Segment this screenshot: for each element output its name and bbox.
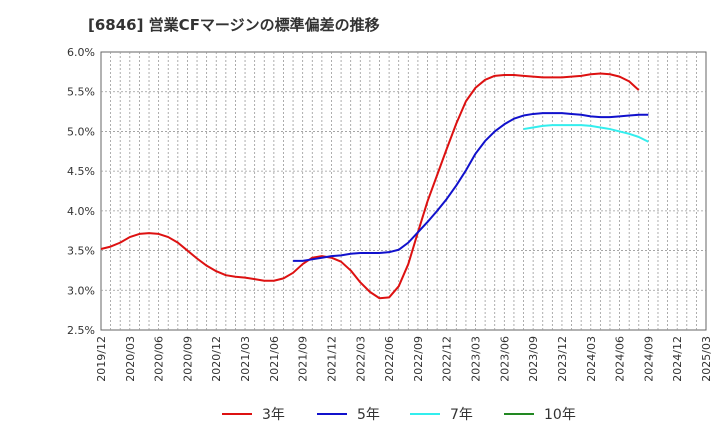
y-tick-label: 5.0% <box>67 125 95 138</box>
x-tick-label: 2022/09 <box>412 336 425 382</box>
x-tick-label: 2020/09 <box>181 336 194 382</box>
x-tick-label: 2023/12 <box>556 336 569 382</box>
x-tick-label: 2020/06 <box>153 336 166 382</box>
x-tick-label: 2020/03 <box>124 336 137 382</box>
x-tick-label: 2024/06 <box>614 336 627 382</box>
legend-label-1: 5年 <box>357 407 380 423</box>
x-tick-label: 2021/06 <box>268 336 281 382</box>
x-tick-label: 2022/06 <box>383 336 396 382</box>
x-tick-label: 2021/09 <box>297 336 310 382</box>
y-axis: 2.5% 3.0% 3.5% 4.0% 4.5% 5.0% 5.5% 6.0% <box>67 46 95 337</box>
y-tick-label: 5.5% <box>67 86 95 99</box>
y-tick-label: 4.0% <box>67 205 95 218</box>
x-tick-label: 2024/09 <box>642 336 655 382</box>
series-line-1 <box>293 112 649 262</box>
legend-label-3: 10年 <box>544 407 576 423</box>
x-tick-label: 2022/12 <box>441 336 454 382</box>
plot-area <box>100 51 707 331</box>
x-axis: 2019/12 2020/03 2020/06 2020/09 2020/12 2021/… <box>95 336 713 382</box>
y-tick-label: 3.0% <box>67 284 95 297</box>
y-tick-label: 6.0% <box>67 46 95 59</box>
x-tick-label: 2023/06 <box>498 336 511 382</box>
y-tick-label: 3.5% <box>67 245 95 258</box>
x-tick-label: 2024/03 <box>585 336 598 382</box>
legend-label-2: 7年 <box>450 407 473 423</box>
x-tick-label: 2023/09 <box>527 336 540 382</box>
y-tick-label: 4.5% <box>67 165 95 178</box>
series-line-0 <box>100 72 640 300</box>
chart-title: [6846] 営業CFマージンの標準偏差の推移 <box>88 16 380 34</box>
y-tick-label: 2.5% <box>67 324 95 337</box>
x-tick-label: 2025/03 <box>700 336 713 382</box>
legend-label-0: 3年 <box>262 407 285 423</box>
series-lines <box>100 72 649 300</box>
x-tick-label: 2021/12 <box>325 336 338 382</box>
x-tick-label: 2021/03 <box>239 336 252 382</box>
plot-border <box>100 51 707 331</box>
x-tick-label: 2023/03 <box>470 336 483 382</box>
x-tick-label: 2022/03 <box>354 336 367 382</box>
legend: 3年 5年 7年 10年 <box>222 407 576 423</box>
series-line-2 <box>523 124 649 143</box>
x-tick-label: 2019/12 <box>95 336 108 382</box>
x-tick-label: 2024/12 <box>671 336 684 382</box>
x-tick-label: 2020/12 <box>210 336 223 382</box>
grid <box>101 52 706 330</box>
